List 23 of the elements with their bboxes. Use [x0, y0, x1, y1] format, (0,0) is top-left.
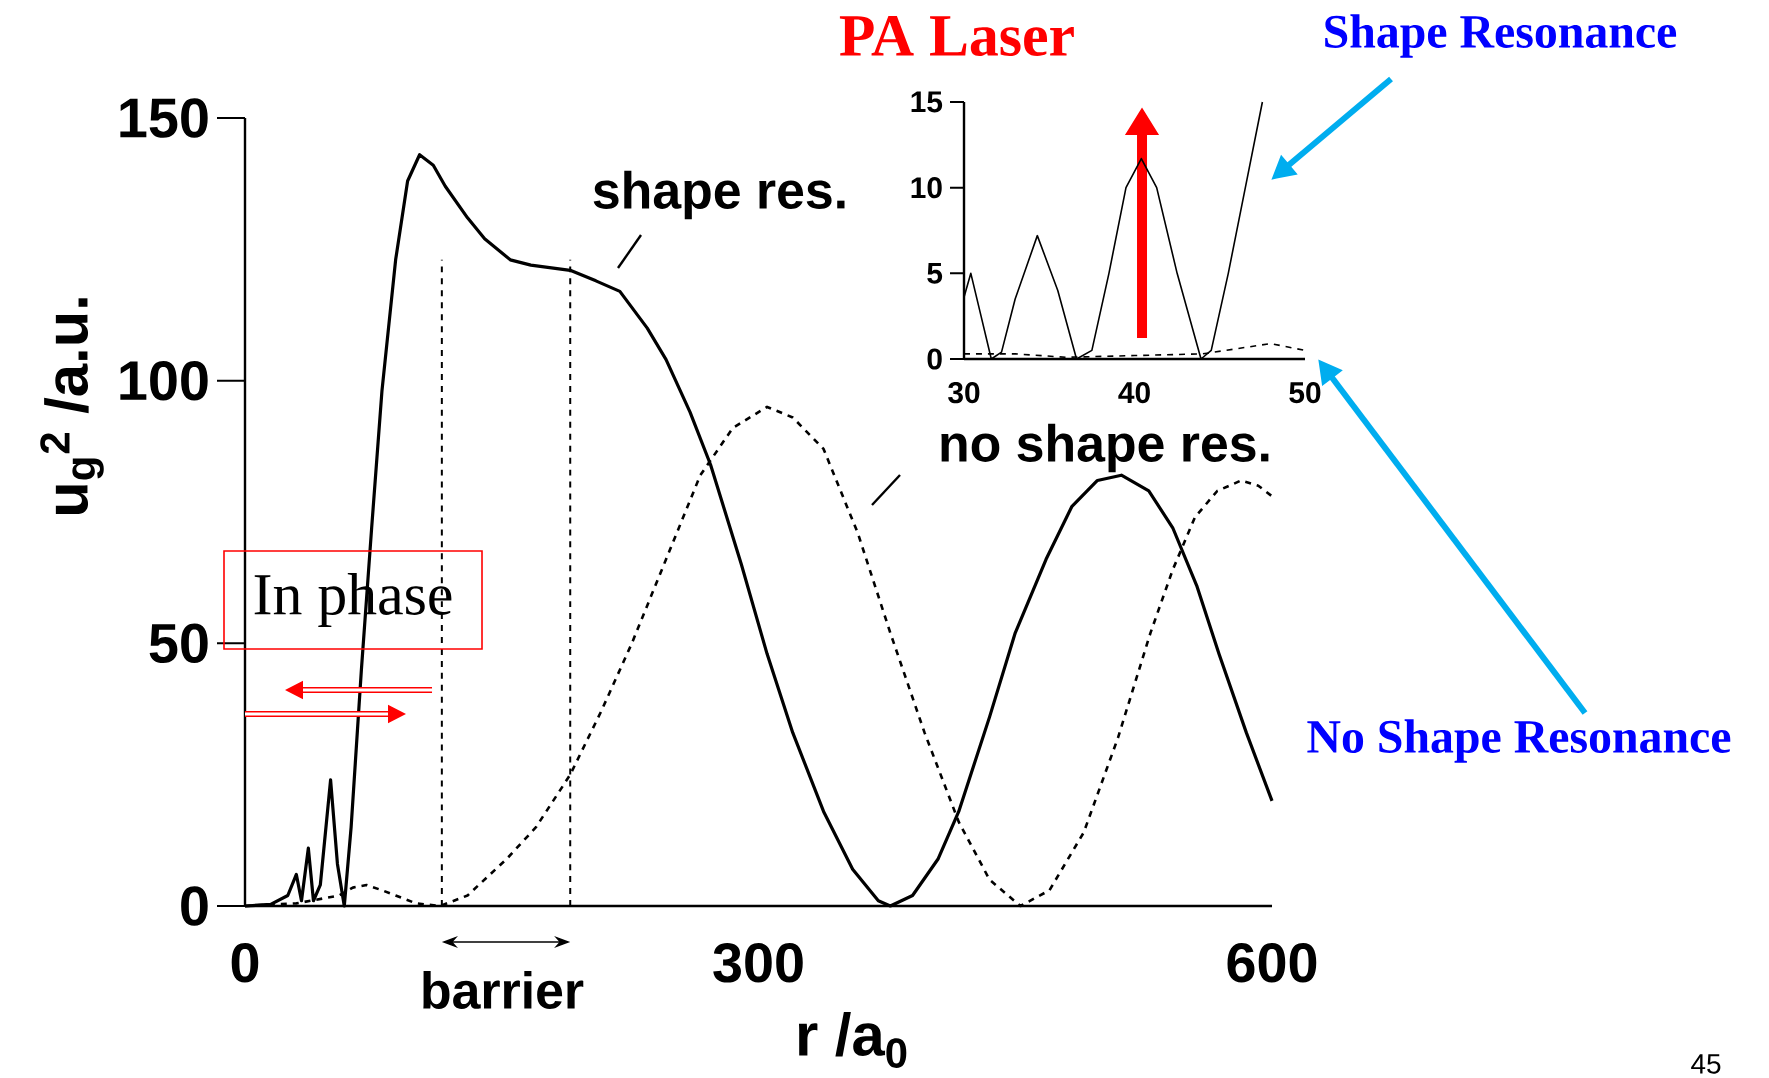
text: Shape Resonance — [1325, 14, 1677, 58]
x-axis-title: r /a$_{0}$ — [798, 1012, 907, 1068]
annotation: shape res. — [593, 170, 845, 220]
y-tick-label: 50 — [149, 623, 208, 664]
text: PA Laser — [839, 15, 1074, 57]
x-tick-label: 50 — [1289, 382, 1321, 404]
y-tick-label: 150 — [120, 98, 208, 138]
y-axis-title: u$_{g}$$^{2}$ /a.u. — [40, 298, 104, 515]
x-tick-label: 0 — [231, 943, 259, 983]
y-tick-label: 15 — [911, 91, 943, 113]
text: 45 — [1691, 1054, 1721, 1074]
x-tick-label: 600 — [1227, 943, 1317, 983]
text: No Shape Resonance — [1307, 719, 1731, 763]
x-tick-label: 300 — [713, 943, 803, 983]
text: barrier — [423, 970, 584, 1010]
y-tick-label: 5 — [927, 262, 943, 284]
x-tick-label: 40 — [1118, 382, 1150, 404]
x-tick-label: 30 — [948, 382, 980, 404]
y-tick-label: 10 — [911, 177, 942, 199]
y-tick-label: 0 — [927, 348, 942, 370]
annotation: no shape res. — [941, 423, 1269, 473]
y-tick-label: 100 — [120, 360, 208, 401]
y-tick-label: 0 — [181, 886, 208, 926]
